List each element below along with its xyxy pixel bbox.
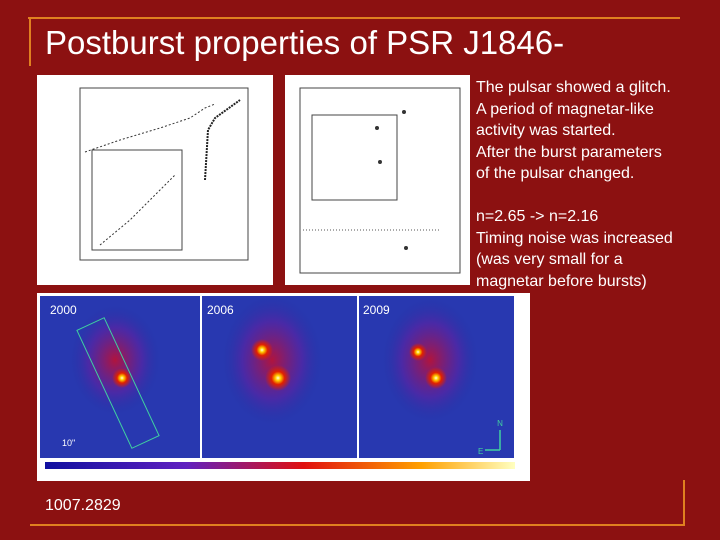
paragraph: n=2.65 -> n=2.16 Timing noise was increas… xyxy=(476,206,673,292)
text-line: of the pulsar changed. xyxy=(476,165,635,183)
scale-label: 10" xyxy=(62,438,75,448)
text-line: A period of magnetar-like xyxy=(476,100,654,118)
text-line: (was very small for a xyxy=(476,251,623,269)
text-line: Timing noise was increased xyxy=(476,229,673,247)
text-line: activity was started. xyxy=(476,122,616,140)
text-line: After the burst parameters xyxy=(476,143,662,161)
compass-label: N xyxy=(497,419,503,428)
reference: 1007.2829 xyxy=(45,497,121,514)
panel-label: 2009 xyxy=(363,303,390,317)
plot-right xyxy=(285,75,470,285)
text-line: n=2.65 -> n=2.16 xyxy=(476,208,599,225)
text-line: The pulsar showed a glitch. xyxy=(476,79,671,96)
slide-title: Postburst properties of PSR J1846- xyxy=(45,24,565,61)
xray-images xyxy=(37,293,530,481)
paragraph: The pulsar showed a glitch. A period of m… xyxy=(476,77,671,185)
panel-label: 2006 xyxy=(207,303,234,317)
panel-label: 2000 xyxy=(50,303,77,317)
frame-lines xyxy=(28,17,685,526)
compass-label: E xyxy=(478,447,483,456)
plot-left xyxy=(37,75,273,285)
text-line: magnetar before bursts) xyxy=(476,272,647,290)
